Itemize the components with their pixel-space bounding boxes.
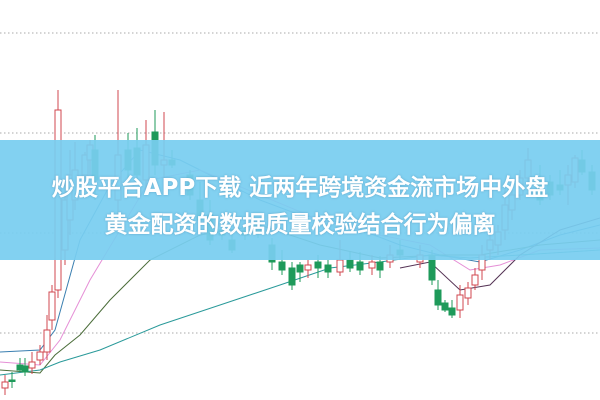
headline-banner [0, 140, 600, 260]
candle-down [376, 261, 384, 271]
candle-up [464, 287, 472, 299]
candle-up [48, 291, 56, 321]
candle-down [8, 379, 16, 382]
candle-down [278, 261, 286, 271]
candle-up [368, 261, 376, 269]
candle-up [43, 329, 51, 353]
candle-up [28, 361, 36, 369]
candle-down [441, 302, 449, 311]
candle-down [434, 289, 442, 306]
headline-line-1: 炒股平台APP下载 近两年跨境资金流市场中外盘 [51, 175, 549, 201]
candle-up [336, 259, 344, 273]
candle-down [324, 264, 332, 273]
headline-line-2: 黄金配资的数据质量校验结合行为偏离 [104, 212, 496, 238]
candle-up [304, 264, 312, 271]
candle-up [1, 381, 9, 389]
candle-down [296, 264, 304, 273]
candle-up [36, 351, 44, 361]
candle-down [448, 307, 456, 316]
candle-down [346, 259, 354, 269]
candle-down [288, 267, 296, 286]
candle-down [21, 365, 29, 373]
candle-down [356, 261, 364, 271]
candle-up [471, 274, 479, 286]
candle-down [314, 261, 322, 269]
candle-up [456, 294, 464, 311]
